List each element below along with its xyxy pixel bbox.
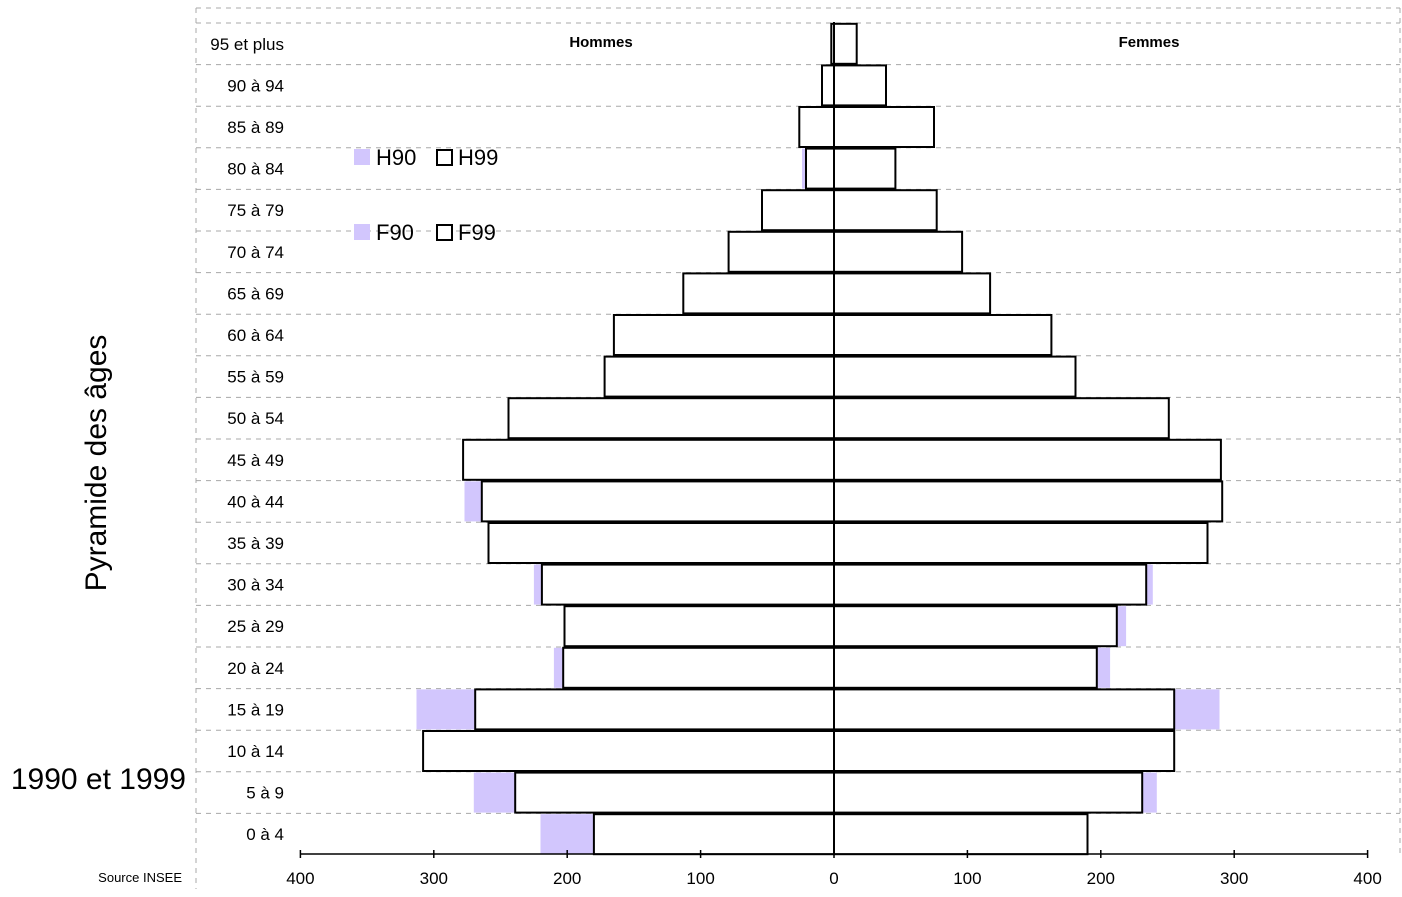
x-tick-label: 400 — [1353, 869, 1381, 888]
bar-f99-14 — [833, 230, 964, 273]
bar-f99-5 — [833, 605, 1118, 648]
bar-h99-0 — [592, 813, 836, 856]
age-group-label: 20 à 24 — [227, 659, 284, 678]
age-group-label: 55 à 59 — [227, 368, 284, 387]
bar-h99-16 — [805, 147, 835, 190]
bar-f99-10 — [833, 397, 1170, 440]
age-group-label: 90 à 94 — [227, 76, 284, 95]
age-group-label: 70 à 74 — [227, 243, 284, 262]
bar-f99-13 — [833, 272, 992, 315]
source-note: Source INSEE — [98, 870, 182, 885]
age-group-label: 80 à 84 — [227, 160, 284, 179]
bar-f99-15 — [833, 189, 938, 232]
bar-h99-9 — [462, 438, 835, 481]
age-group-label: 50 à 54 — [227, 409, 284, 428]
legend-label-h99: H99 — [458, 145, 498, 170]
age-group-label: 15 à 19 — [227, 700, 284, 719]
vertical-title: Pyramide des âges — [80, 335, 113, 592]
age-group-label: 95 et plus — [210, 35, 284, 54]
age-group-label: 25 à 29 — [227, 617, 284, 636]
age-group-label: 75 à 79 — [227, 201, 284, 220]
x-tick-label: 0 — [829, 869, 838, 888]
bar-h99-4 — [562, 646, 835, 689]
bar-h99-17 — [798, 106, 835, 148]
age-group-label: 60 à 64 — [227, 326, 284, 345]
men-side-label: Hommes — [569, 34, 632, 51]
bar-f99-16 — [833, 147, 897, 190]
bar-f99-4 — [833, 646, 1098, 689]
bar-h99-3 — [474, 688, 835, 731]
bar-h99-7 — [487, 522, 835, 564]
bar-h99-10 — [507, 397, 835, 440]
bar-h99-13 — [682, 272, 835, 315]
legend: H90 H99 F90 F99 — [354, 145, 498, 245]
bar-h99-1 — [514, 771, 835, 814]
bar-f99-17 — [833, 106, 935, 148]
bar-h99-6 — [540, 563, 836, 606]
age-group-label: 40 à 44 — [227, 492, 284, 511]
bottom-title: 1990 et 1999 — [11, 763, 186, 796]
bar-h99-14 — [727, 230, 835, 273]
bar-f99-1 — [833, 771, 1144, 814]
bar-f99-19 — [833, 22, 858, 65]
bar-f99-8 — [833, 480, 1224, 523]
legend-label-h90: H90 — [376, 145, 416, 170]
bar-h99-11 — [603, 355, 835, 398]
x-tick-label: 200 — [1087, 869, 1115, 888]
bar-f99-7 — [833, 522, 1209, 564]
bar-h99-15 — [761, 189, 835, 232]
bar-f99-3 — [833, 688, 1176, 731]
legend-swatch-h90 — [354, 149, 370, 165]
bar-h99-5 — [563, 605, 835, 648]
x-tick-label: 300 — [1220, 869, 1248, 888]
bar-f99-11 — [833, 355, 1077, 398]
bar-f99-9 — [833, 438, 1222, 481]
x-tick-label: 100 — [953, 869, 981, 888]
bar-h99-2 — [422, 730, 835, 772]
women-side-label: Femmes — [1119, 34, 1180, 51]
bar-f99-6 — [833, 563, 1148, 606]
x-tick-label: 100 — [686, 869, 714, 888]
legend-swatch-f99 — [436, 224, 453, 241]
age-group-label: 5 à 9 — [246, 784, 284, 803]
age-group-label: 65 à 69 — [227, 284, 284, 303]
age-group-label: 35 à 39 — [227, 534, 284, 553]
bar-h99-12 — [612, 314, 836, 356]
x-tick-label: 300 — [420, 869, 448, 888]
legend-label-f99: F99 — [458, 220, 496, 245]
age-group-label: 30 à 34 — [227, 576, 284, 595]
bar-f99-18 — [833, 64, 887, 107]
x-tick-label: 400 — [286, 869, 314, 888]
age-group-label: 0 à 4 — [246, 825, 284, 844]
legend-label-f90: F90 — [376, 220, 414, 245]
bar-h99-8 — [480, 480, 835, 523]
age-group-label: 85 à 89 — [227, 118, 284, 137]
bar-h99-18 — [821, 64, 835, 107]
age-group-label: 45 à 49 — [227, 451, 284, 470]
bar-f99-12 — [833, 314, 1053, 356]
bar-f99-0 — [833, 813, 1089, 856]
age-group-label: 10 à 14 — [227, 742, 284, 761]
bar-f99-2 — [833, 730, 1176, 772]
legend-swatch-h99 — [436, 149, 453, 166]
legend-swatch-f90 — [354, 224, 370, 240]
x-tick-label: 200 — [553, 869, 581, 888]
